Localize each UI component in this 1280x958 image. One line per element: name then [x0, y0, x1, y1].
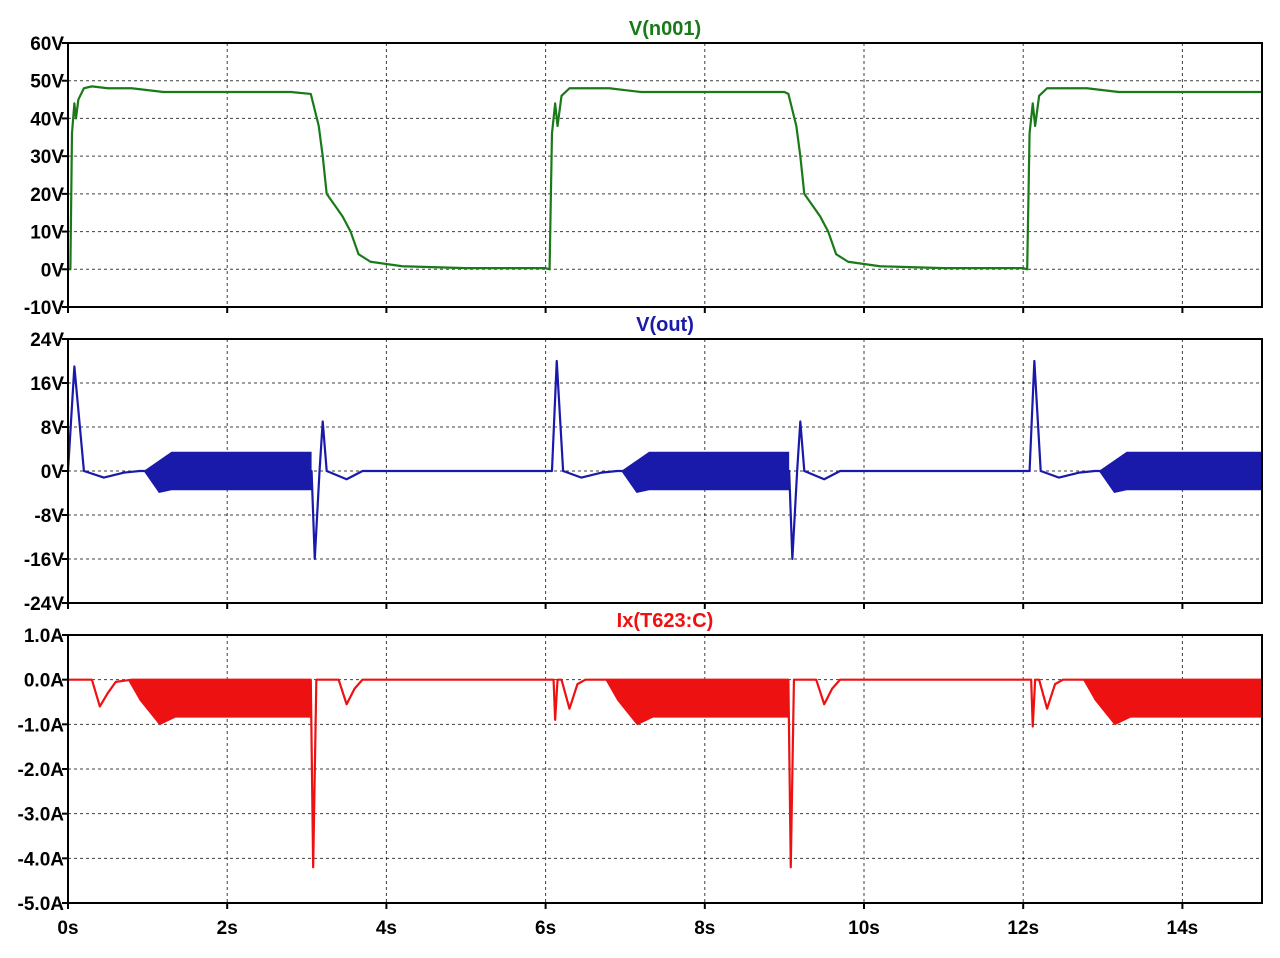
x-tick-label: 8s [694, 918, 715, 939]
y-tick-label: 10V [30, 223, 64, 244]
conduction-band [1082, 679, 1262, 726]
y-tick-label: -16V [24, 550, 64, 571]
plot-frame [67, 42, 1263, 308]
y-tick-label: -4.0A [18, 849, 65, 870]
y-tick-label: 0.0A [24, 671, 64, 692]
x-tick-label: 4s [376, 918, 397, 939]
x-tick-label: 6s [535, 918, 556, 939]
y-tick-label: -5.0A [18, 894, 65, 915]
trace-line [68, 678, 1262, 869]
y-tick-label: 0V [41, 462, 65, 483]
y-tick-label: 20V [30, 185, 64, 206]
trace-line [68, 359, 1262, 561]
x-tick-label: 14s [1167, 918, 1199, 939]
y-tick-label: 0V [41, 260, 65, 281]
trace-area [68, 359, 1262, 561]
plot-frame [67, 338, 1263, 604]
x-tick-label: 2s [217, 918, 238, 939]
y-tick-label: -24V [24, 594, 64, 615]
y-tick-label: -10V [24, 298, 64, 319]
plot-panel-3: 1.0A 0.0A -1.0A -2.0A -3.0A -4.0A -5.0A Ix(T623… [18, 610, 1263, 915]
x-tick-label: 10s [848, 918, 880, 939]
oscillation-band [143, 451, 312, 493]
y-tick-label: 40V [30, 109, 64, 130]
oscillation-band [1098, 451, 1262, 493]
plot-frame [67, 634, 1263, 904]
y-tick-label: -8V [34, 506, 64, 527]
y-tick-label: 24V [30, 330, 64, 351]
x-tick-label: 12s [1007, 918, 1039, 939]
plot-panel-2: 24V 16V 8V 0V -8V -16V -24V V(out) [24, 314, 1263, 615]
plot-panel-1: 60V 50V 40V 30V 20V 10V 0V -10V V(n001) [24, 18, 1263, 319]
y-tick-label: 1.0A [24, 626, 64, 647]
y-tick-label: -2.0A [18, 760, 65, 781]
y-tick-label: 8V [41, 418, 65, 439]
y-tick-label: -1.0A [18, 715, 65, 736]
panel-title: V(out) [636, 314, 694, 336]
trace-area [68, 678, 1262, 869]
x-tick-label: 0s [57, 918, 78, 939]
conduction-band [127, 679, 311, 726]
y-tick-label: 16V [30, 374, 64, 395]
panel-title: Ix(T623:C) [617, 610, 714, 632]
y-tick-label: -3.0A [18, 805, 65, 826]
trace-line [68, 85, 1262, 271]
y-tick-label: 50V [30, 72, 64, 93]
panel-title: V(n001) [629, 18, 701, 40]
conduction-band [605, 679, 789, 726]
trace-area [68, 85, 1262, 271]
oscillation-band [621, 451, 790, 493]
y-tick-label: 60V [30, 34, 64, 55]
y-tick-label: 30V [30, 147, 64, 168]
